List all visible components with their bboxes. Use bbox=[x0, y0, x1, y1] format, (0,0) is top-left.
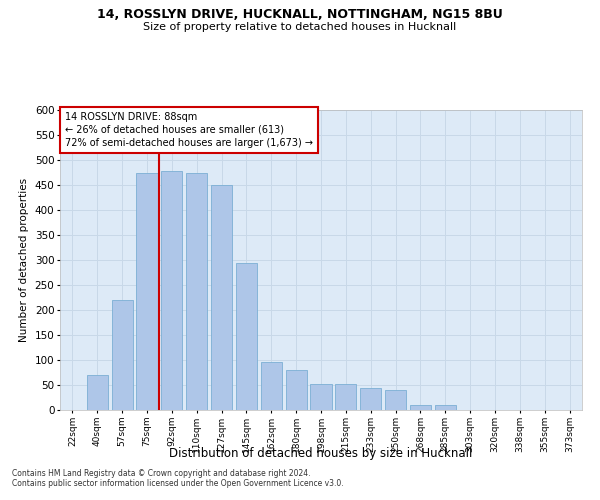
Y-axis label: Number of detached properties: Number of detached properties bbox=[19, 178, 29, 342]
Bar bbox=[410, 404, 431, 410]
Bar bbox=[335, 384, 356, 410]
Text: 14 ROSSLYN DRIVE: 88sqm
← 26% of detached houses are smaller (613)
72% of semi-d: 14 ROSSLYN DRIVE: 88sqm ← 26% of detache… bbox=[65, 112, 313, 148]
Text: Distribution of detached houses by size in Hucknall: Distribution of detached houses by size … bbox=[169, 448, 473, 460]
Bar bbox=[310, 384, 332, 410]
Bar bbox=[211, 185, 232, 410]
Bar bbox=[286, 370, 307, 410]
Bar bbox=[435, 404, 456, 410]
Bar bbox=[186, 172, 207, 410]
Bar bbox=[136, 172, 158, 410]
Bar bbox=[360, 388, 381, 410]
Text: Size of property relative to detached houses in Hucknall: Size of property relative to detached ho… bbox=[143, 22, 457, 32]
Bar bbox=[236, 262, 257, 410]
Bar bbox=[385, 390, 406, 410]
Bar bbox=[161, 171, 182, 410]
Text: Contains HM Land Registry data © Crown copyright and database right 2024.: Contains HM Land Registry data © Crown c… bbox=[12, 468, 311, 477]
Bar bbox=[112, 300, 133, 410]
Text: Contains public sector information licensed under the Open Government Licence v3: Contains public sector information licen… bbox=[12, 478, 344, 488]
Bar bbox=[261, 362, 282, 410]
Bar bbox=[87, 375, 108, 410]
Text: 14, ROSSLYN DRIVE, HUCKNALL, NOTTINGHAM, NG15 8BU: 14, ROSSLYN DRIVE, HUCKNALL, NOTTINGHAM,… bbox=[97, 8, 503, 20]
